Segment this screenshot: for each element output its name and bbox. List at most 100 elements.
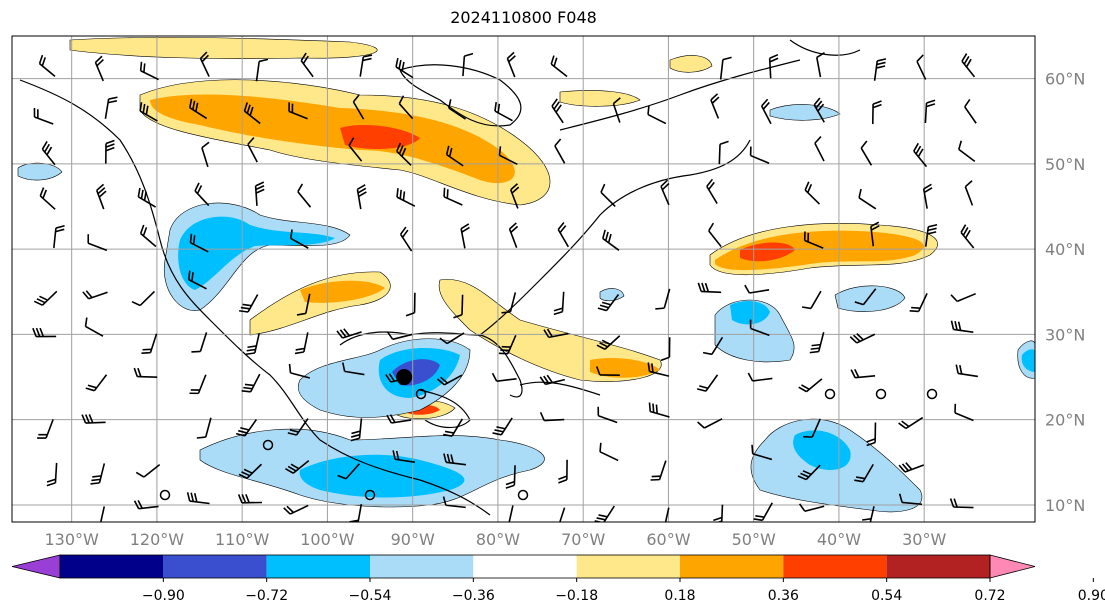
barb-flag [96,183,105,191]
barb-flag [46,478,56,483]
barb-flag [505,480,515,486]
barb-shaft [496,378,517,383]
barb-flag [798,386,807,393]
barb-flag [33,300,43,306]
barb-shaft [958,148,976,163]
wind-barb [710,93,720,119]
wind-barbs [32,51,978,522]
wind-barb [359,54,373,77]
wind-barb [647,362,670,377]
wind-barb [104,139,115,164]
barb-flag [137,187,141,198]
barb-shaft [305,293,311,314]
barb-flag [201,54,209,63]
barb-flag [300,52,307,62]
colorbar-segment [60,555,164,578]
barb-shaft [816,57,822,78]
colorbar-tick-label: −0.54 [349,588,392,604]
wind-barb [491,372,517,383]
wind-barb [199,51,210,77]
barb-flag [84,317,88,327]
coastline-east [479,139,751,336]
barb-flag [287,432,297,436]
barb-flag [235,432,246,437]
barb-flag [602,229,606,239]
wind-barb [871,100,882,125]
wind-barb [744,284,770,294]
barb-flag [450,454,454,464]
barb-flag [963,55,970,65]
barb-flag [196,185,203,194]
barb-flag [961,53,968,62]
coastline-gulf [339,331,523,398]
barb-flag [139,61,143,71]
barb-shaft [139,290,156,307]
barb-flag [751,444,754,454]
barb-flag [238,473,248,479]
wind-barb [139,61,159,81]
coastline-greenland [789,39,861,56]
barb-flag [442,496,447,506]
barb-flag [704,282,710,292]
wind-barb [81,414,106,424]
barb-flag [558,475,568,481]
calm-marker [262,439,274,451]
barb-flag [85,290,93,299]
barb-flag [543,329,550,338]
wind-barb [254,181,265,206]
barb-flag [46,146,53,156]
barb-flag [870,221,880,228]
longitude-label: 120°W [130,530,185,549]
barb-shaft [749,289,770,294]
barb-flag [877,58,887,62]
barb-flag [243,102,248,112]
wind-barb [443,187,463,206]
barb-flag [81,414,87,424]
wind-barb [396,188,416,207]
wind-barb [597,406,618,424]
barb-shaft [398,103,414,120]
barb-shaft [858,197,877,210]
barb-flag [596,517,606,521]
barb-flag [448,99,452,109]
barb-flag [866,438,876,443]
barb-flag [443,187,446,197]
wind-barb [558,459,568,484]
barb-flag [350,433,361,438]
wind-barb [862,506,875,522]
wind-barb [753,502,773,522]
barb-shaft [711,336,724,355]
barb-flag [911,306,921,310]
wind-barb [922,183,933,209]
barb-flag [140,189,144,199]
barb-flag [336,330,344,339]
colorbar-segment [266,555,370,578]
wind-barb [139,224,157,248]
barb-shaft [199,332,208,352]
barb-shaft [598,415,618,424]
barb-flag [928,223,938,228]
barb-flag [401,147,407,157]
wind-barb [612,97,621,123]
barb-shaft [87,242,108,252]
barb-flag [496,426,506,430]
barb-shaft [902,501,923,506]
wind-barb [439,332,465,345]
wind-barb [443,453,467,466]
barb-shaft [964,106,977,124]
longitude-label: 40°W [817,530,861,549]
wind-barb [702,336,724,356]
barb-shaft [462,56,466,77]
colorbar-tick-label: 0.72 [974,588,1005,604]
barb-flag [255,188,265,194]
barb-flag [343,328,351,337]
latitude-label: 60°N [1045,70,1085,89]
barb-flag [283,507,291,515]
barb-flag [460,223,470,230]
barb-flag [39,327,45,337]
barb-flag [443,433,453,437]
wind-barb [85,374,108,392]
barb-flag [497,103,501,113]
longitude-label: 80°W [476,530,520,549]
wind-barb [870,221,880,247]
